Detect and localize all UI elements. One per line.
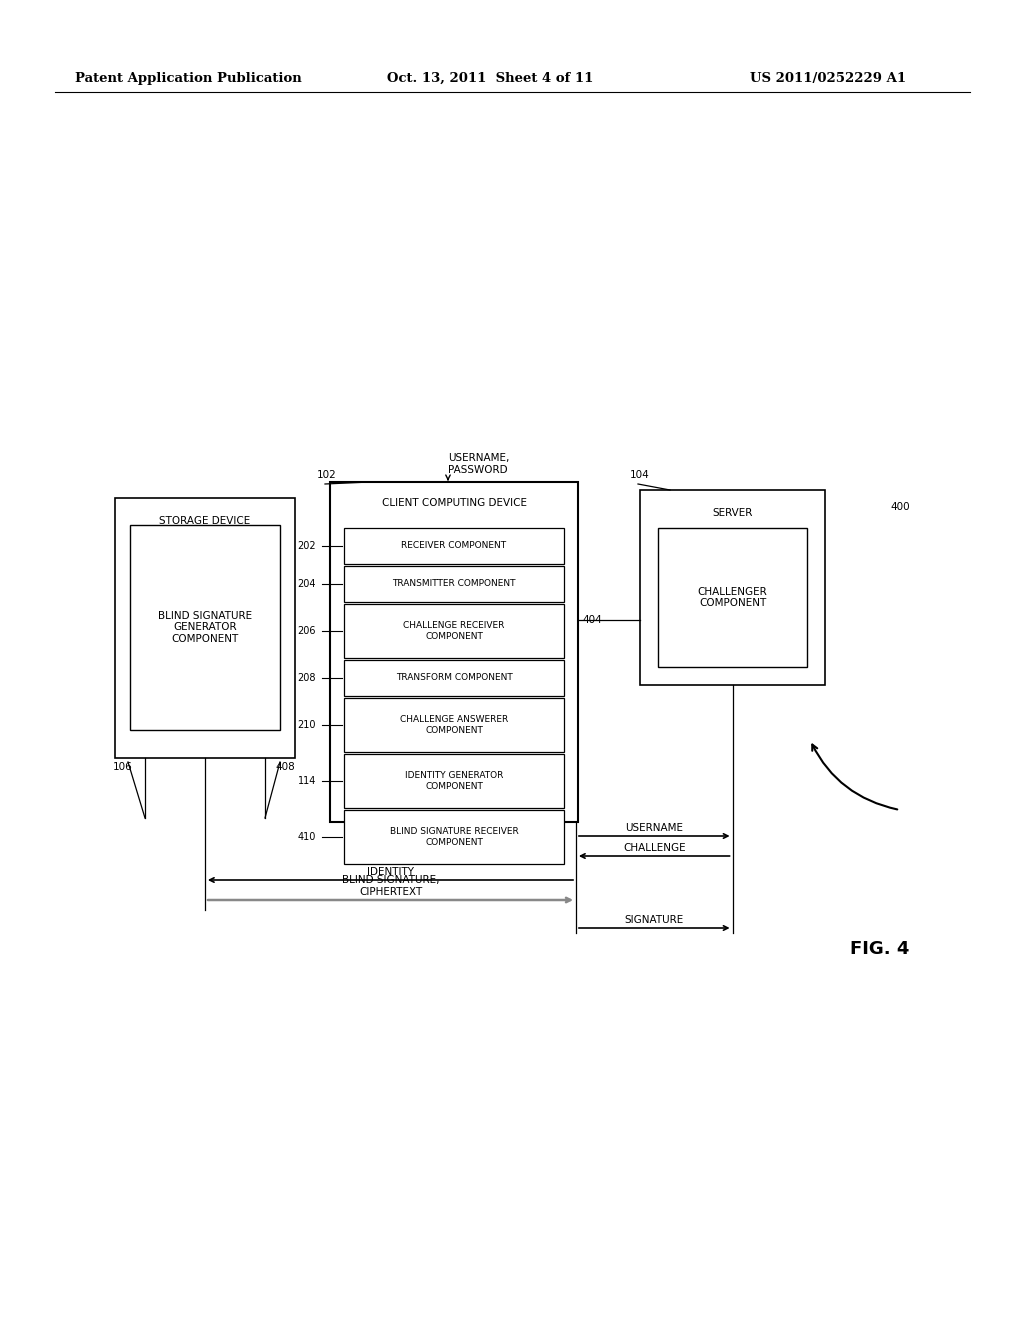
- Text: BLIND SIGNATURE,
CIPHERTEXT: BLIND SIGNATURE, CIPHERTEXT: [342, 875, 439, 898]
- Bar: [658, 528, 807, 667]
- Text: 206: 206: [298, 626, 316, 636]
- Bar: [344, 528, 564, 564]
- Text: 208: 208: [298, 673, 316, 682]
- Bar: [130, 525, 280, 730]
- Text: 210: 210: [298, 719, 316, 730]
- Text: 114: 114: [298, 776, 316, 785]
- Text: STORAGE DEVICE: STORAGE DEVICE: [160, 516, 251, 525]
- Text: Oct. 13, 2011  Sheet 4 of 11: Oct. 13, 2011 Sheet 4 of 11: [387, 73, 593, 84]
- Text: BLIND SIGNATURE
GENERATOR
COMPONENT: BLIND SIGNATURE GENERATOR COMPONENT: [158, 611, 252, 644]
- Text: 410: 410: [298, 832, 316, 842]
- Text: 202: 202: [297, 541, 316, 550]
- Text: Patent Application Publication: Patent Application Publication: [75, 73, 302, 84]
- Text: USERNAME,
PASSWORD: USERNAME, PASSWORD: [449, 453, 509, 475]
- Bar: [344, 605, 564, 657]
- Text: CHALLENGE ANSWERER
COMPONENT: CHALLENGE ANSWERER COMPONENT: [400, 715, 508, 735]
- Text: 404: 404: [582, 615, 602, 624]
- Text: CHALLENGE RECEIVER
COMPONENT: CHALLENGE RECEIVER COMPONENT: [403, 622, 505, 640]
- Bar: [344, 754, 564, 808]
- Text: CHALLENGER
COMPONENT: CHALLENGER COMPONENT: [697, 586, 767, 609]
- Bar: [330, 482, 578, 822]
- Text: IDENTITY: IDENTITY: [367, 867, 414, 876]
- Text: 408: 408: [275, 762, 295, 772]
- Text: SERVER: SERVER: [713, 508, 753, 517]
- Text: 106: 106: [113, 762, 133, 772]
- Text: IDENTITY GENERATOR
COMPONENT: IDENTITY GENERATOR COMPONENT: [404, 771, 503, 791]
- Text: SIGNATURE: SIGNATURE: [625, 915, 684, 925]
- Text: TRANSFORM COMPONENT: TRANSFORM COMPONENT: [395, 673, 512, 682]
- Bar: [344, 698, 564, 752]
- Text: 102: 102: [317, 470, 337, 480]
- Text: FIG. 4: FIG. 4: [850, 940, 909, 958]
- Text: 400: 400: [890, 502, 909, 512]
- Text: US 2011/0252229 A1: US 2011/0252229 A1: [750, 73, 906, 84]
- Bar: [115, 498, 295, 758]
- Text: 104: 104: [630, 470, 650, 480]
- Text: CHALLENGE: CHALLENGE: [623, 843, 685, 853]
- Text: TRANSMITTER COMPONENT: TRANSMITTER COMPONENT: [392, 579, 516, 589]
- Text: USERNAME: USERNAME: [626, 822, 683, 833]
- Text: BLIND SIGNATURE RECEIVER
COMPONENT: BLIND SIGNATURE RECEIVER COMPONENT: [389, 828, 518, 846]
- Bar: [640, 490, 825, 685]
- Bar: [344, 566, 564, 602]
- Text: CLIENT COMPUTING DEVICE: CLIENT COMPUTING DEVICE: [382, 498, 526, 508]
- Text: RECEIVER COMPONENT: RECEIVER COMPONENT: [401, 541, 507, 550]
- Bar: [344, 660, 564, 696]
- Text: 204: 204: [298, 579, 316, 589]
- Bar: [344, 810, 564, 865]
